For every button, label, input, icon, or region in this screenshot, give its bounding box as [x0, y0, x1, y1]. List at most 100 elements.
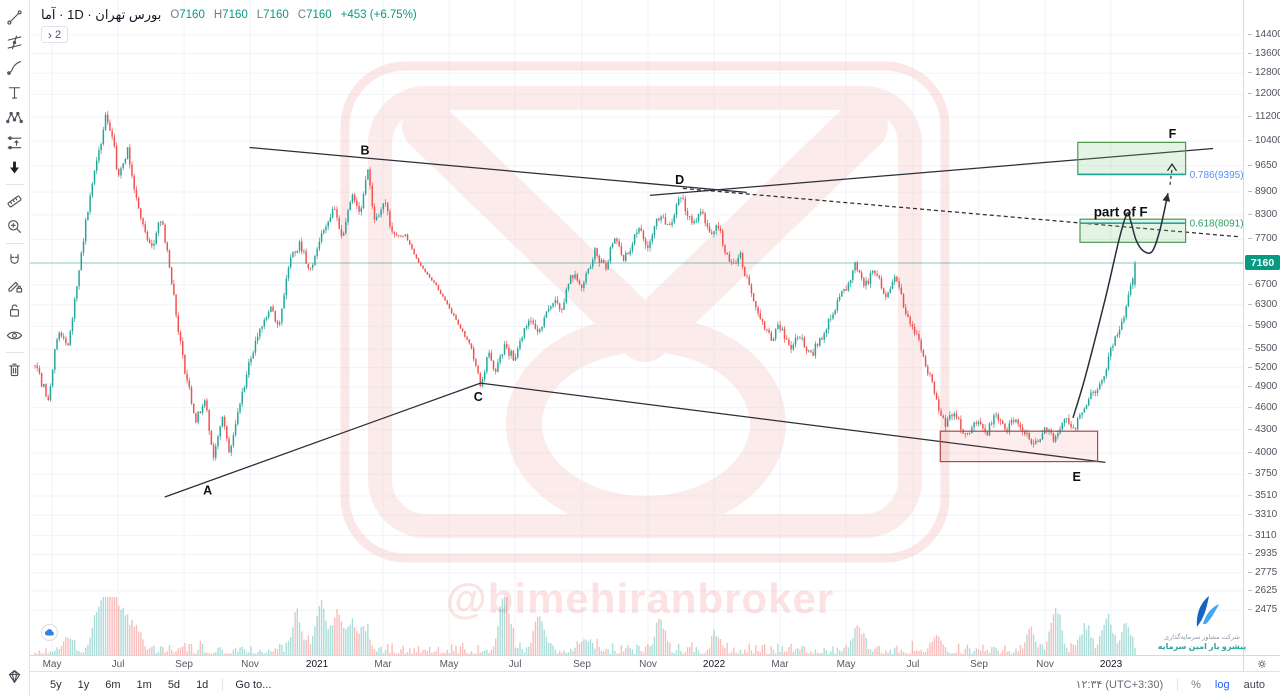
- fib-level-label: 0.786(9395): [1190, 170, 1243, 181]
- price-tick: 11200: [1248, 111, 1280, 122]
- price-tick: 6300: [1248, 299, 1277, 310]
- wave-label-E[interactable]: E: [1073, 470, 1081, 484]
- price-tick: 12800: [1248, 67, 1280, 78]
- range-5d-button[interactable]: 5d: [167, 678, 181, 691]
- broker-logo: شرکت مشاور سرمایه‌گذاری پیشرو یار امین س…: [1152, 594, 1252, 652]
- trash-tool[interactable]: [2, 357, 28, 382]
- unlock-icon: [9, 304, 20, 317]
- ohlc-low: L7160: [256, 9, 289, 21]
- price-tick: 5900: [1248, 320, 1277, 331]
- time-tick: Nov: [241, 659, 259, 670]
- arrow-down-icon: [10, 161, 19, 174]
- wave-label-B[interactable]: B: [360, 144, 369, 158]
- trend-line-icon: [7, 10, 22, 25]
- xabcd-pattern-tool[interactable]: [2, 105, 28, 130]
- forecast-tool[interactable]: [2, 130, 28, 155]
- time-tick: 2022: [702, 659, 726, 670]
- auto-scale-button[interactable]: auto: [1243, 678, 1265, 691]
- time-tick: Mar: [374, 659, 392, 670]
- range-1d-button[interactable]: 1d: [196, 678, 209, 691]
- toolbar-divider: [5, 243, 24, 244]
- price-tick: 2625: [1248, 585, 1277, 596]
- price-tick: 8900: [1248, 186, 1277, 197]
- price-tick: 9650: [1248, 160, 1277, 171]
- fib-retracement-tool[interactable]: [2, 30, 28, 55]
- zone-box-target-F[interactable]: [1077, 141, 1187, 175]
- trendline[interactable]: [480, 382, 1106, 464]
- trendline[interactable]: [649, 147, 1214, 197]
- brush-tool[interactable]: [2, 55, 28, 80]
- bottom-toolbar: 5y 1y 6m 1m 5d 1d Go to... ۱۲:۳۴ (UTC+3:30) %…: [30, 671, 1280, 697]
- trend-line-tool[interactable]: [2, 5, 28, 30]
- price-tick: 3110: [1248, 530, 1277, 541]
- object-tree-button[interactable]: › 2: [41, 26, 69, 43]
- bottom-right-controls: ۱۲:۳۴ (UTC+3:30) % log auto: [1068, 678, 1272, 691]
- ohlc-close: C7160: [297, 9, 332, 21]
- wave-label-F[interactable]: F: [1169, 127, 1177, 141]
- wave-label-A[interactable]: A: [203, 484, 212, 498]
- axis-settings-button[interactable]: [1243, 655, 1280, 671]
- brush-icon: [7, 61, 21, 75]
- price-tick: 5200: [1248, 362, 1277, 373]
- time-axis[interactable]: May Jul Sep Nov 2021 Mar May Jul Sep Nov 2022 Mar Ma…: [30, 655, 1243, 671]
- gem-icon: [8, 670, 21, 683]
- text-tool[interactable]: [2, 80, 28, 105]
- ruler-tool[interactable]: [2, 189, 28, 214]
- log-scale-button[interactable]: log: [1214, 678, 1230, 691]
- forecast-icon: [7, 136, 22, 150]
- time-tick: Jul: [508, 659, 522, 670]
- magnet-tool[interactable]: [2, 248, 28, 273]
- trash-icon: [9, 363, 20, 377]
- range-6m-button[interactable]: 6m: [105, 678, 121, 691]
- eye-tool[interactable]: [2, 323, 28, 348]
- time-tick: 2021: [305, 659, 329, 670]
- candlestick-chart[interactable]: @bimehiranbroker 0.786(9395) 0.618(8091) A…: [0, 0, 1243, 655]
- wave-label-C[interactable]: C: [474, 390, 483, 404]
- edit-lock-tool[interactable]: [2, 273, 28, 298]
- text-icon: [8, 87, 21, 99]
- indicator-source-button[interactable]: [41, 624, 58, 641]
- dashed-trendline[interactable]: [682, 187, 1240, 238]
- chevron-right-icon: ›: [48, 27, 52, 42]
- price-tick: 14400: [1248, 29, 1280, 40]
- range-5y-button[interactable]: 5y: [50, 678, 62, 691]
- volume-pane: [34, 597, 1136, 655]
- trendline[interactable]: [249, 146, 747, 194]
- price-tick: 13600: [1248, 48, 1280, 59]
- wave-label-D[interactable]: D: [675, 173, 684, 187]
- ruler-icon: [7, 195, 22, 208]
- trendline[interactable]: [164, 382, 481, 498]
- arrowhead: [1162, 193, 1171, 202]
- arrow-down-tool[interactable]: [2, 155, 28, 180]
- price-axis[interactable]: 7160 14400 13600 12800 12000 11200 10400 9650 8…: [1243, 0, 1280, 655]
- clock-timezone[interactable]: ۱۲:۳۴ (UTC+3:30): [1075, 679, 1164, 691]
- range-1m-button[interactable]: 1m: [136, 678, 152, 691]
- projection-arrow[interactable]: [1072, 193, 1169, 419]
- eye-icon: [6, 331, 23, 340]
- zone-box-zone-E[interactable]: [939, 430, 1099, 463]
- part-of-f-label[interactable]: part of F: [1094, 204, 1148, 219]
- price-tick: 7700: [1248, 233, 1277, 244]
- time-tick: 2023: [1099, 659, 1123, 670]
- broker-name-line2: پیشرو یار امین سرمایه: [1157, 642, 1247, 652]
- symbol-title[interactable]: بورس تهران · 1D · آما: [41, 7, 162, 22]
- range-1y-button[interactable]: 1y: [77, 678, 90, 691]
- zoom-in-tool[interactable]: [2, 214, 28, 239]
- zoom-in-icon: [8, 220, 21, 233]
- gem-tool[interactable]: [2, 664, 28, 689]
- time-tick: Jul: [906, 659, 920, 670]
- price-tick: 4900: [1248, 381, 1277, 392]
- symbol-legend[interactable]: بورس تهران · 1D · آما O7160 H7160 L7160 …: [41, 7, 417, 23]
- price-tick: 5500: [1248, 343, 1277, 354]
- price-tick: 6700: [1248, 279, 1277, 290]
- fib-level-label: 0.618(8091): [1190, 219, 1243, 230]
- object-count: 2: [55, 28, 62, 41]
- goto-button[interactable]: Go to...: [235, 678, 272, 691]
- unlock-tool[interactable]: [2, 298, 28, 323]
- price-tick: 12000: [1248, 88, 1280, 99]
- percent-scale-button[interactable]: %: [1191, 678, 1201, 691]
- grid-lines: [30, 0, 1243, 655]
- time-tick: Mar: [771, 659, 789, 670]
